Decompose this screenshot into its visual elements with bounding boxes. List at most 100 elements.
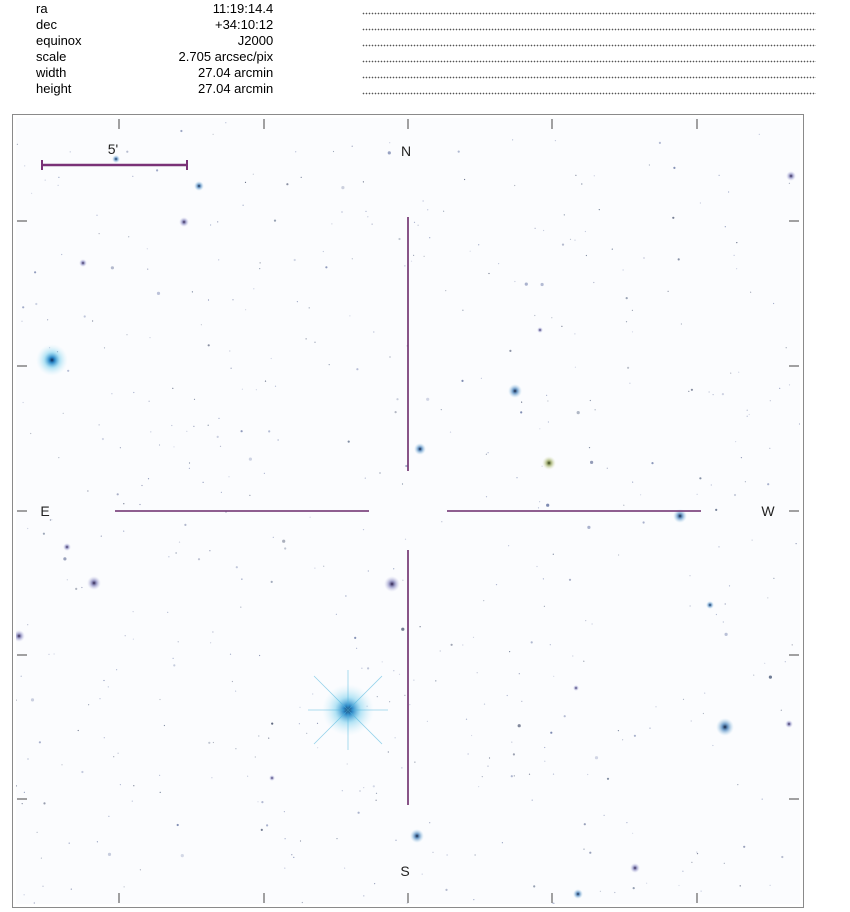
- background-star: [406, 345, 408, 347]
- background-star: [514, 280, 516, 283]
- background-star: [62, 412, 64, 414]
- background-star: [773, 302, 775, 305]
- background-star: [286, 183, 289, 186]
- background-star: [658, 141, 662, 144]
- background-star: [349, 315, 351, 317]
- background-star: [439, 650, 441, 652]
- sky-image[interactable]: [16, 118, 800, 904]
- background-star: [354, 636, 357, 640]
- info-value: 2.705 arcsec/pix: [178, 49, 274, 64]
- background-star: [34, 271, 37, 274]
- background-star: [753, 674, 755, 676]
- bright-star: [786, 171, 796, 181]
- background-star: [696, 493, 698, 495]
- background-star: [332, 150, 335, 153]
- background-star: [409, 704, 411, 706]
- background-star: [530, 641, 533, 644]
- background-star: [188, 462, 191, 464]
- background-star: [68, 842, 70, 844]
- background-star: [767, 597, 769, 599]
- background-star: [421, 873, 423, 875]
- dotted-leader: [361, 1, 816, 17]
- background-star: [296, 301, 298, 303]
- background-star: [363, 895, 365, 897]
- background-star: [126, 150, 129, 153]
- background-star: [449, 431, 452, 433]
- background-star: [208, 741, 211, 744]
- background-star: [585, 254, 588, 257]
- background-star: [259, 654, 261, 657]
- background-star: [101, 437, 104, 441]
- background-star: [38, 741, 41, 744]
- background-star: [402, 579, 404, 581]
- background-star: [67, 369, 70, 372]
- background-star: [260, 828, 263, 832]
- dotted-leader: [361, 81, 816, 97]
- background-star: [646, 882, 648, 884]
- background-star: [241, 388, 243, 390]
- background-star: [551, 317, 553, 319]
- dotted-leader: [361, 33, 816, 49]
- background-star: [212, 631, 214, 633]
- background-star: [314, 567, 316, 569]
- background-star: [590, 460, 594, 464]
- background-star: [715, 508, 718, 511]
- background-star: [241, 578, 243, 580]
- background-star: [261, 801, 264, 804]
- bright-star: [573, 685, 579, 691]
- background-star: [336, 838, 338, 840]
- background-star: [761, 798, 763, 800]
- background-star: [413, 254, 415, 256]
- background-star: [633, 734, 637, 737]
- background-star: [768, 675, 773, 679]
- info-key: ra: [36, 1, 48, 16]
- background-star: [702, 712, 705, 715]
- background-star: [465, 718, 468, 720]
- background-star: [314, 341, 316, 343]
- background-star: [193, 398, 196, 400]
- background-star: [259, 268, 261, 270]
- background-star: [132, 175, 134, 177]
- background-star: [618, 554, 620, 556]
- background-star: [549, 644, 551, 646]
- background-star: [435, 680, 437, 682]
- background-star: [640, 494, 642, 496]
- background-star: [24, 165, 26, 167]
- background-star: [253, 288, 255, 290]
- dotted-leader: [361, 65, 816, 81]
- background-star: [512, 139, 514, 141]
- background-star: [614, 891, 616, 894]
- background-star: [773, 577, 775, 579]
- background-star: [277, 439, 279, 441]
- background-star: [394, 411, 397, 414]
- background-star: [323, 565, 325, 567]
- background-star: [117, 752, 119, 754]
- background-star: [552, 553, 554, 555]
- background-star: [495, 584, 498, 586]
- background-star: [132, 638, 134, 640]
- background-star: [401, 627, 405, 631]
- background-star: [270, 580, 273, 583]
- background-star: [49, 519, 52, 521]
- background-star: [631, 309, 634, 311]
- background-star: [546, 394, 548, 396]
- info-row-width: width 27.04 arcmin: [36, 65, 816, 81]
- background-star: [718, 174, 720, 176]
- background-star: [781, 855, 784, 859]
- background-star: [506, 694, 508, 697]
- background-star: [673, 166, 676, 169]
- background-star: [396, 398, 399, 401]
- background-star: [700, 890, 702, 892]
- background-star: [191, 291, 193, 293]
- background-star: [306, 732, 308, 735]
- background-star: [210, 642, 212, 644]
- background-star: [207, 344, 210, 347]
- background-star: [591, 623, 593, 625]
- background-star: [387, 751, 389, 753]
- background-star: [485, 496, 488, 498]
- background-star: [146, 248, 148, 250]
- background-star: [40, 857, 42, 859]
- background-star: [96, 214, 98, 216]
- background-star: [346, 763, 348, 765]
- background-star: [128, 236, 130, 238]
